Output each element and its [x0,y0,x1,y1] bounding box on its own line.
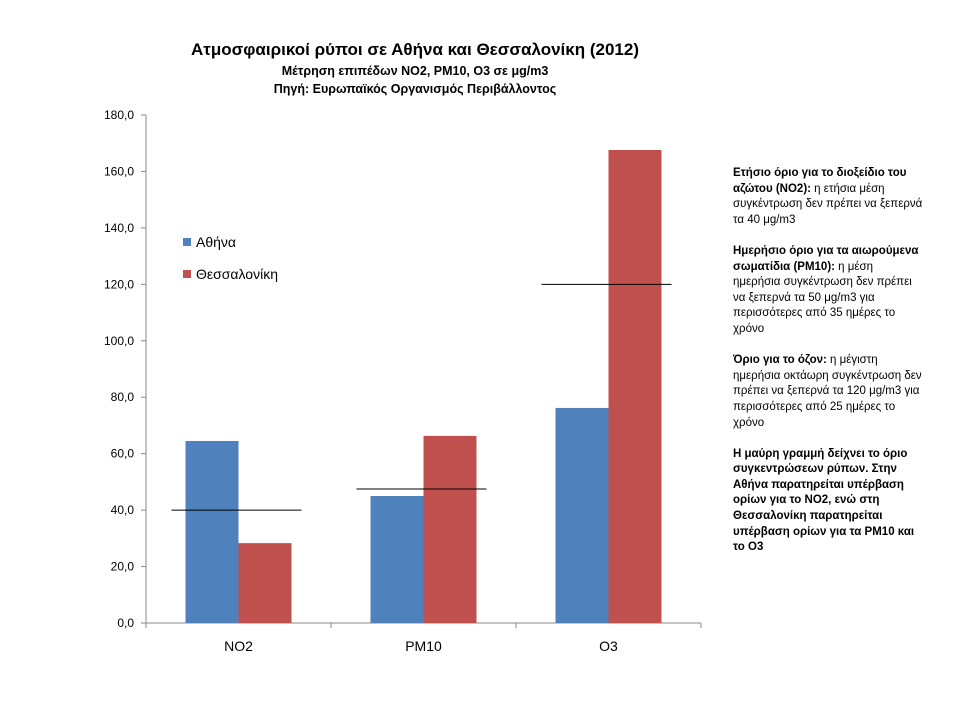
y-tick-label: 20,0 [111,560,135,574]
legend-label: Αθήνα [196,234,236,250]
chart-source: Πηγή: Ευρωπαϊκός Οργανισμός Περιβάλλοντο… [273,82,557,96]
y-tick-label: 180,0 [104,108,134,122]
y-tick-label: 0,0 [117,616,134,630]
note-summary: Η μαύρη γραμμή δείχνει το όριο συγκεντρώ… [733,447,923,556]
note-heading: Όριο για το όζον: [733,354,827,367]
y-tick-label: 120,0 [104,277,134,291]
note-text: η μέγιστη ημερήσια οκτάωρη συγκέντρωση δ… [733,354,922,429]
note-heading: Ετήσιο όριο για το διοξείδιο του αζώτου … [733,167,907,195]
y-tick-label: 80,0 [111,390,135,404]
x-tick-label: NO2 [224,638,253,654]
legend-swatch [183,270,191,278]
y-tick-label: 140,0 [104,221,134,235]
note-no2: Ετήσιο όριο για το διοξείδιο του αζώτου … [733,166,923,228]
note-heading: Ημερήσιο όριο για τα αιωρούμενα σωματίδι… [733,244,919,273]
chart-subtitle: Μέτρηση επιπέδων NO2, PM10, O3 σε μg/m3 [281,64,549,78]
note-text: η μέση ημερήσια συγκέντρωση δεν πρέπει ν… [733,260,912,335]
note-heading: Η μαύρη γραμμή δείχνει το όριο συγκεντρώ… [733,447,915,554]
bar-NO2-thessaloniki [238,543,292,623]
bar-NO2-athens [185,440,239,623]
bar-O3-athens [555,407,609,623]
y-tick-label: 160,0 [104,164,134,178]
note-pm10: Ημερήσιο όριο για τα αιωρούμενα σωματίδι… [733,244,923,338]
note-text: η ετήσια μέση συγκέντρωση δεν πρέπει να … [733,182,923,226]
y-tick-label: 40,0 [111,503,135,517]
legend-label: Θεσσαλονίκη [196,266,278,282]
notes-panel: Ετήσιο όριο για το διοξείδιο του αζώτου … [733,166,923,571]
bar-PM10-thessaloniki [423,435,477,623]
note-o3: Όριο για το όζον: η μέγιστη ημερήσια οκτ… [733,353,923,431]
bar-O3-thessaloniki [608,149,662,624]
x-tick-label: O3 [599,638,618,654]
y-tick-label: 100,0 [104,334,134,348]
legend-swatch [183,238,191,246]
chart-title: Ατμοσφαιρικοί ρύποι σε Αθήνα και Θεσσαλο… [190,40,639,59]
x-tick-label: PM10 [405,638,442,654]
y-tick-label: 60,0 [111,447,135,461]
bar-PM10-athens [370,496,424,623]
